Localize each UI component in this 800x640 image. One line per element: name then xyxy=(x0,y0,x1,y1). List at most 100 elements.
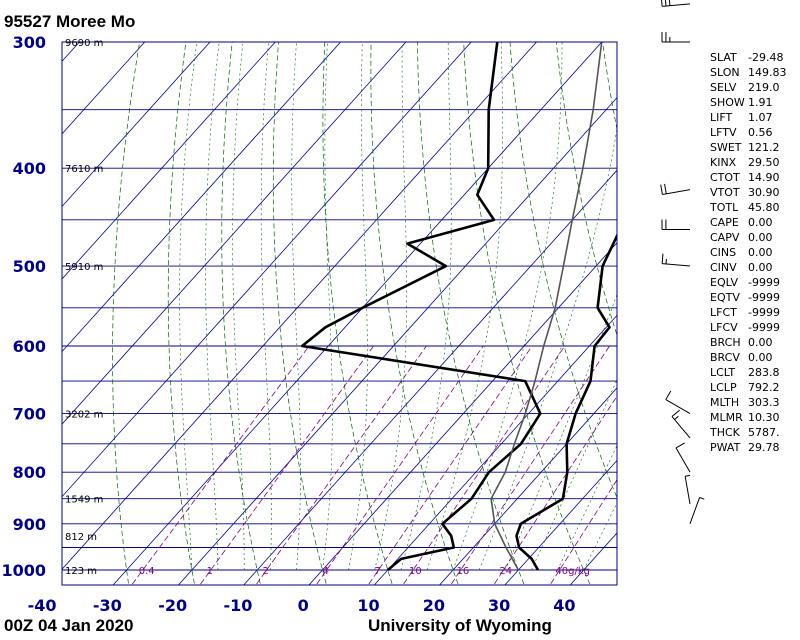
mixing-ratio-line xyxy=(549,479,617,585)
index-value: 0.00 xyxy=(748,231,773,244)
index-label: MLMR xyxy=(710,411,743,424)
index-label: LCLP xyxy=(710,381,737,394)
index-label: LFCV xyxy=(710,321,738,334)
pressure-tick-label: 300 xyxy=(13,33,46,52)
wind-barb xyxy=(661,32,690,43)
index-label: BRCH xyxy=(710,336,741,349)
temperature-tick-label: 20 xyxy=(423,596,445,615)
wind-barb xyxy=(661,253,691,267)
dry-adiabat xyxy=(555,42,617,337)
mixing-ratio-line xyxy=(493,395,617,585)
index-label: LFCT xyxy=(710,306,737,319)
index-row: BRCH 0.00 xyxy=(710,335,800,350)
mixing-ratio-label: 10 xyxy=(409,566,422,577)
index-label: KINX xyxy=(710,156,737,169)
moist-adiabat xyxy=(478,126,617,571)
index-label: SHOW xyxy=(710,96,745,109)
index-value: 30.90 xyxy=(748,186,780,199)
plot-frame xyxy=(61,41,618,586)
index-label: VTOT xyxy=(710,186,740,199)
index-label: CTOT xyxy=(710,171,740,184)
pressure-tick-label: 800 xyxy=(13,463,46,482)
index-value: 1.07 xyxy=(748,111,773,124)
index-value: 0.00 xyxy=(748,261,773,274)
isotherm-line xyxy=(62,42,538,570)
index-value: 0.00 xyxy=(748,351,773,364)
index-value: -29.48 xyxy=(748,51,784,64)
mixing-ratio-line xyxy=(255,345,427,585)
index-label: CAPE xyxy=(710,216,739,229)
index-row: PWAT 29.78 xyxy=(710,440,800,455)
mixing-ratio-label: 0.4 xyxy=(139,566,155,577)
index-row: MLTH 303.3 xyxy=(710,395,800,410)
index-value: 45.80 xyxy=(748,201,780,214)
isotherm-line xyxy=(62,42,472,498)
pressure-tick-label: 400 xyxy=(13,159,46,178)
index-value: 303.3 xyxy=(748,396,780,409)
index-value: -9999 xyxy=(748,306,780,319)
mixing-ratio-line xyxy=(315,345,484,585)
wind-barb xyxy=(684,474,691,504)
dry-adiabat xyxy=(112,42,140,585)
index-label: SLAT xyxy=(710,51,737,64)
isotherm-line xyxy=(177,97,617,585)
index-row: LIFT 1.07 xyxy=(710,110,800,125)
temperature-line xyxy=(515,232,617,571)
isotherm-line xyxy=(62,42,276,280)
index-label: PWAT xyxy=(710,441,741,454)
mixing-ratio-labels: 0.4 1 2 4 7 10 16 24 40g/kg xyxy=(139,566,590,577)
height-label: 9690 m xyxy=(65,38,103,49)
index-row: CAPV 0.00 xyxy=(710,230,800,245)
index-value: -9999 xyxy=(748,291,780,304)
index-row: CINS 0.00 xyxy=(710,245,800,260)
index-label: SLON xyxy=(710,66,740,79)
wind-barb xyxy=(675,442,691,473)
index-label: SWET xyxy=(710,141,742,154)
chart-grid xyxy=(62,42,617,585)
index-row: CAPE 0.00 xyxy=(710,215,800,230)
pressure-tick-label: 500 xyxy=(13,257,46,276)
isotherm-line xyxy=(243,169,617,585)
index-value: 1.91 xyxy=(748,96,773,109)
height-label: 123 m xyxy=(65,566,97,577)
moist-adiabat xyxy=(348,42,368,571)
wind-barb xyxy=(689,497,705,524)
pressure-tick-label: 700 xyxy=(13,405,46,424)
index-value: 121.2 xyxy=(748,141,780,154)
isotherm-line xyxy=(62,42,146,135)
wind-barbs xyxy=(660,0,705,524)
index-value: 792.2 xyxy=(748,381,780,394)
index-row: LFCV -9999 xyxy=(710,320,800,335)
mixing-ratio-label: 2 xyxy=(262,566,268,577)
index-label: EQTV xyxy=(710,291,740,304)
index-row: CTOT 14.90 xyxy=(710,170,800,185)
temperature-tick-label: 30 xyxy=(488,596,510,615)
index-row: KINX 29.50 xyxy=(710,155,800,170)
height-label: 7610 m xyxy=(65,164,103,175)
index-value: 0.00 xyxy=(748,246,773,259)
index-label: TOTL xyxy=(710,201,739,214)
index-value: 10.30 xyxy=(748,411,780,424)
temperature-tick-label: -20 xyxy=(158,596,187,615)
mixing-ratio-line xyxy=(199,345,374,585)
index-label: CINS xyxy=(710,246,737,259)
isotherm-line xyxy=(62,42,211,208)
isotherm-line xyxy=(439,387,617,585)
index-row: LCLP 792.2 xyxy=(710,380,800,395)
dry-adiabat xyxy=(167,42,195,585)
index-value: -9999 xyxy=(748,321,780,334)
mixing-ratio-label: 1 xyxy=(207,566,213,577)
index-value: 29.50 xyxy=(748,156,780,169)
pressure-tick-label: 1000 xyxy=(1,561,46,580)
index-value: 29.78 xyxy=(748,441,780,454)
index-label: LCLT xyxy=(710,366,736,379)
index-value: 0.00 xyxy=(748,336,773,349)
station-title: 95527 Moree Mo xyxy=(4,12,136,31)
index-label: MLTH xyxy=(710,396,740,409)
index-row: BRCV 0.00 xyxy=(710,350,800,365)
temperature-tick-label: 40 xyxy=(553,596,575,615)
pressure-tick-label: 600 xyxy=(13,337,46,356)
index-row: EQTV -9999 xyxy=(710,290,800,305)
moist-adiabat xyxy=(374,42,407,571)
mixing-ratio-line xyxy=(402,345,566,585)
